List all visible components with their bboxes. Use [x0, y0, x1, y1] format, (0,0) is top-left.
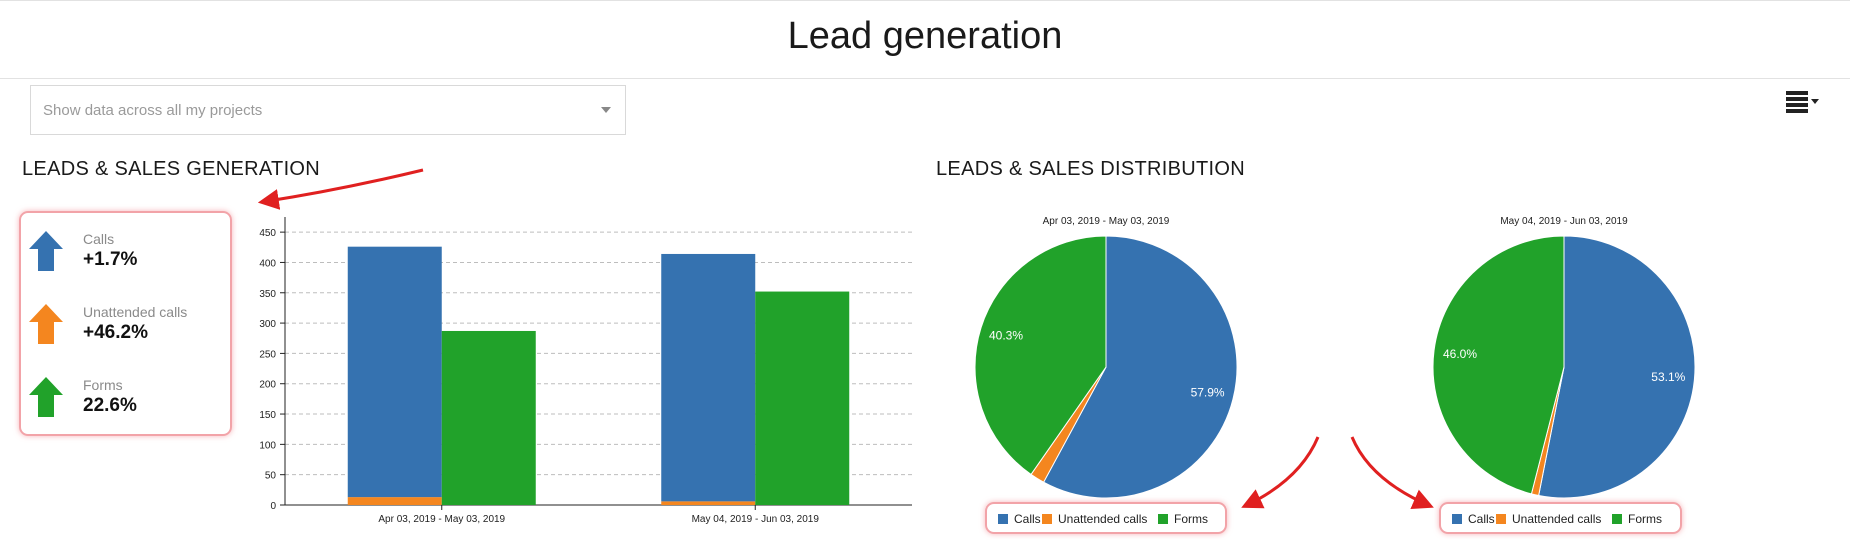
- legend-label: Forms: [1174, 512, 1208, 526]
- y-tick-label: 400: [259, 258, 276, 269]
- caret-down-icon: [1811, 99, 1819, 104]
- page-title: Lead generation: [787, 15, 1063, 57]
- pie-slice-forms[interactable]: [974, 235, 1107, 476]
- menu-icon-bar: [1786, 109, 1808, 113]
- legend-swatch: [1496, 514, 1506, 524]
- kpi-value: 22.6%: [83, 395, 137, 416]
- pie-data-label: 57.9%: [1191, 386, 1225, 400]
- legend-label: Forms: [1628, 512, 1662, 526]
- pie-slice-calls[interactable]: [1042, 235, 1238, 499]
- y-tick-label: 0: [270, 501, 276, 512]
- x-tick-label: Apr 03, 2019 - May 03, 2019: [378, 514, 505, 525]
- bar-unattended-calls[interactable]: [347, 497, 442, 505]
- pie-slice-forms[interactable]: [1432, 235, 1565, 495]
- legend-label: Unattended calls: [1512, 512, 1602, 526]
- pie-title: Apr 03, 2019 - May 03, 2019: [1043, 216, 1170, 227]
- arrow-up-icon: [29, 377, 63, 417]
- distribution-pie-chart-1: Apr 03, 2019 - May 03, 2019 57.9% 40.3%: [974, 216, 1238, 499]
- kpi-panel: Calls +1.7% Unattended calls +46.2% Form…: [19, 211, 232, 436]
- annotation-arrow: [1241, 436, 1320, 509]
- legend-swatch: [1612, 514, 1622, 524]
- kpi-forms: Forms 22.6%: [21, 377, 234, 437]
- arrow-up-icon: [29, 304, 63, 344]
- annotation-arrow: [1350, 436, 1434, 509]
- legend-swatch: [1158, 514, 1168, 524]
- legend-item-forms[interactable]: Forms: [1158, 512, 1208, 526]
- y-tick-label: 200: [259, 380, 276, 391]
- bar-calls[interactable]: [347, 246, 442, 498]
- distribution-pie-chart-2: May 04, 2019 - Jun 03, 2019 53.1% 46.0%: [1432, 216, 1696, 499]
- project-filter-placeholder: Show data across all my projects: [43, 102, 263, 119]
- annotation-arrow: [257, 168, 424, 210]
- legend-item-unattended-calls[interactable]: Unattended calls: [1042, 512, 1147, 526]
- arrow-up-icon: [29, 231, 63, 271]
- kpi-value: +46.2%: [83, 322, 148, 343]
- menu-icon-bar: [1786, 103, 1808, 107]
- project-filter-select[interactable]: Show data across all my projects: [30, 85, 626, 135]
- leads-sales-bar-chart: 0 50 100 150 200 250 300 350 400 450 Apr 03, 2019 …: [259, 217, 912, 525]
- y-tick-label: 250: [259, 349, 276, 360]
- pie-data-label: 46.0%: [1443, 347, 1477, 361]
- bar-forms[interactable]: [441, 330, 536, 505]
- legend-swatch: [1042, 514, 1052, 524]
- legend-label: Calls: [1468, 512, 1495, 526]
- header-bar: Lead generation: [0, 0, 1850, 79]
- legend-swatch: [1452, 514, 1462, 524]
- chevron-down-icon[interactable]: [601, 107, 611, 113]
- legend-label: Calls: [1014, 512, 1041, 526]
- kpi-label: Forms: [83, 377, 123, 393]
- legend-item-unattended-calls[interactable]: Unattended calls: [1496, 512, 1601, 526]
- y-tick-label: 50: [265, 471, 277, 482]
- kpi-unattended-calls: Unattended calls +46.2%: [21, 304, 234, 364]
- menu-icon-bar: [1786, 91, 1808, 95]
- distribution-section-title: LEADS & SALES DISTRIBUTION: [936, 158, 1245, 180]
- legend-item-forms[interactable]: Forms: [1612, 512, 1662, 526]
- kpi-calls: Calls +1.7%: [21, 231, 234, 291]
- bar-forms[interactable]: [755, 291, 850, 505]
- x-tick-label: May 04, 2019 - Jun 03, 2019: [692, 514, 820, 525]
- menu-icon[interactable]: [1786, 89, 1820, 115]
- legend-swatch: [998, 514, 1008, 524]
- y-tick-label: 300: [259, 319, 276, 330]
- legend-item-calls[interactable]: Calls: [1452, 512, 1495, 526]
- pie-title: May 04, 2019 - Jun 03, 2019: [1500, 216, 1628, 227]
- y-tick-label: 450: [259, 228, 276, 239]
- pie-data-label: 40.3%: [989, 329, 1023, 343]
- kpi-value: +1.7%: [83, 249, 138, 270]
- legend-label: Unattended calls: [1058, 512, 1148, 526]
- y-tick-label: 350: [259, 289, 276, 300]
- kpi-label: Unattended calls: [83, 304, 188, 320]
- y-tick-label: 150: [259, 410, 276, 421]
- y-tick-label: 100: [259, 440, 276, 451]
- menu-icon-bar: [1786, 97, 1808, 101]
- pie-legend-1: Calls Unattended calls Forms: [985, 502, 1227, 534]
- generation-section-title: LEADS & SALES GENERATION: [22, 158, 321, 180]
- pie-slice-calls[interactable]: [1538, 235, 1696, 499]
- bar-unattended-calls[interactable]: [661, 501, 756, 505]
- bar-calls[interactable]: [661, 253, 756, 502]
- kpi-label: Calls: [83, 231, 115, 247]
- legend-item-calls[interactable]: Calls: [998, 512, 1041, 526]
- pie-legend-2: Calls Unattended calls Forms: [1439, 502, 1682, 534]
- pie-data-label: 53.1%: [1651, 370, 1685, 384]
